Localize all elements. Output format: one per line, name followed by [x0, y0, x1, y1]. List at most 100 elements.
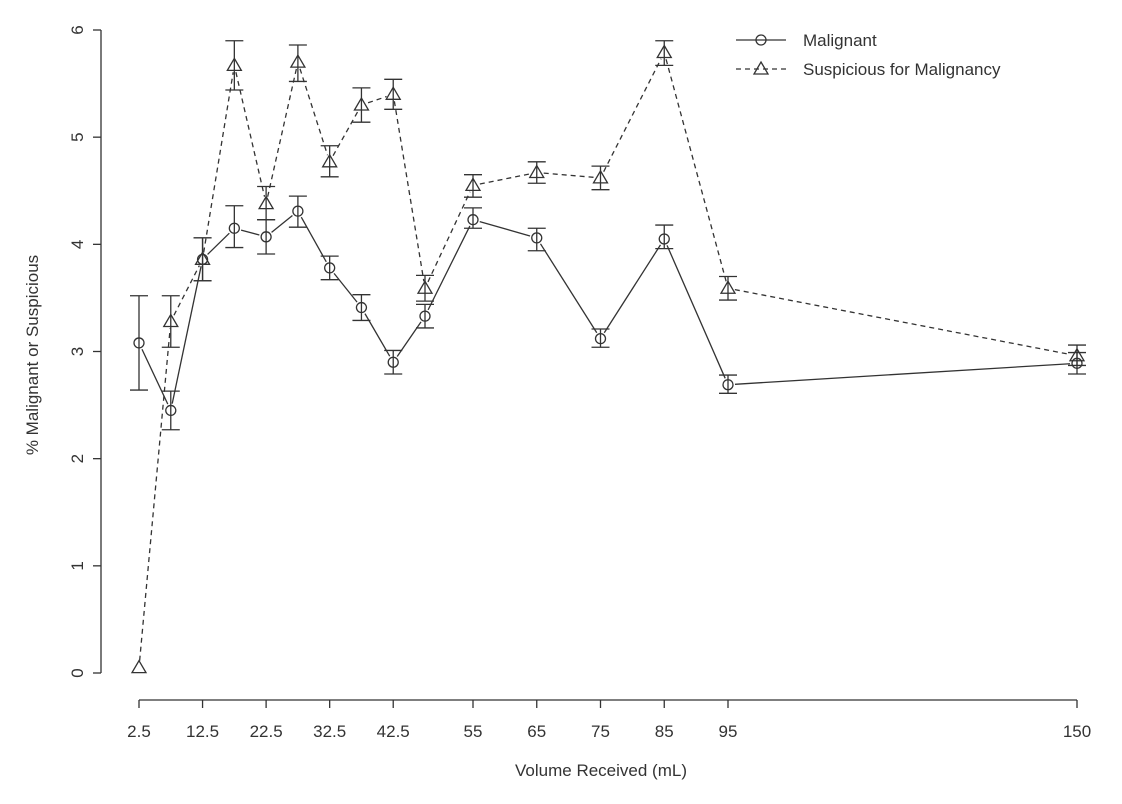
error-bar: [193, 237, 212, 282]
y-ticks: 0 1 2 3 4 5 6: [68, 25, 101, 678]
series-line-segment: [138, 328, 171, 661]
x-tick-label: 150: [1063, 722, 1091, 741]
data-point-triangle: [656, 44, 673, 59]
series-line-segment: [427, 191, 471, 283]
axes: 0 1 2 3 4 5 6 2.5 12.5 22.5 32.5 42.5 55 65 75 85 95 150: [68, 25, 1091, 741]
series-line-segment: [235, 72, 266, 197]
error-bar: [527, 227, 546, 252]
error-bar: [352, 87, 371, 123]
x-tick-label: 32.5: [313, 722, 346, 741]
series-line-segment: [396, 321, 422, 357]
series-line-segment: [393, 101, 425, 282]
x-tick-label: 75: [591, 722, 610, 741]
data-point-triangle: [194, 251, 211, 265]
error-bar: [225, 40, 244, 91]
series-line-segment: [141, 348, 169, 405]
legend: Malignant Suspicious for Malignancy: [736, 31, 1001, 79]
error-bar: [257, 219, 276, 255]
series-line-segment: [603, 58, 662, 172]
series-line-segment: [665, 59, 727, 282]
legend-label-malignant: Malignant: [803, 31, 877, 50]
error-bar: [655, 224, 674, 250]
data-point-circle: [467, 214, 479, 226]
series-line-segment: [734, 288, 1071, 356]
series-line-segment: [271, 215, 293, 233]
legend-entry-suspicious: Suspicious for Malignancy: [736, 60, 1001, 79]
legend-circle-marker: [755, 34, 767, 46]
data-point-circle: [722, 379, 734, 391]
data-point-triangle: [130, 659, 148, 674]
legend-triangle-marker: [752, 60, 770, 75]
data-point-circle: [260, 231, 272, 243]
series-line-segment: [543, 172, 594, 178]
series-line-segment: [203, 72, 234, 253]
data-point-circle: [658, 233, 670, 245]
data-point-triangle: [1068, 347, 1086, 362]
y-tick-label: 2: [68, 454, 87, 463]
error-bar: [719, 374, 737, 394]
data-point-circle: [228, 222, 240, 234]
data-point-triangle: [719, 279, 737, 294]
x-axis-title: Volume Received (mL): [515, 761, 687, 780]
data-point-circle: [292, 205, 304, 217]
y-tick-label: 0: [68, 668, 87, 677]
y-axis-title: % Malignant or Suspicious: [23, 255, 42, 455]
series-line-segment: [479, 220, 531, 237]
data-point-circle: [594, 332, 607, 345]
series-suspicious: [130, 40, 1086, 674]
data-point-triangle: [289, 53, 307, 68]
series-line-segment: [207, 232, 230, 255]
error-bar: [416, 274, 434, 302]
series-line-segment: [603, 244, 662, 334]
error-bar: [352, 294, 371, 322]
data-point-triangle: [416, 279, 434, 294]
legend-entry-malignant: Malignant: [736, 31, 877, 50]
series-line-segment: [171, 266, 202, 404]
error-bar: [320, 145, 339, 178]
data-point-circle: [387, 356, 399, 368]
x-ticks: 2.5 12.5 22.5 32.5 42.5 55 65 75 85 95 150: [127, 700, 1091, 741]
data-point-triangle: [592, 169, 609, 184]
y-tick-label: 3: [68, 347, 87, 356]
series-line-segment: [539, 243, 598, 334]
series-line-segment: [367, 95, 387, 104]
data-point-triangle: [226, 57, 243, 72]
x-tick-label: 12.5: [186, 722, 219, 741]
data-point-triangle: [528, 164, 545, 179]
series-line-segment: [427, 225, 471, 311]
series-malignant: [130, 195, 1086, 431]
data-point-circle: [355, 301, 368, 314]
error-bar: [161, 295, 180, 348]
x-tick-label: 85: [655, 722, 674, 741]
error-bar: [288, 195, 307, 228]
legend-label-suspicious: Suspicious for Malignancy: [803, 60, 1001, 79]
data-point-circle: [165, 404, 177, 417]
data-point-circle: [531, 232, 543, 244]
data-point-triangle: [385, 86, 402, 100]
error-bar: [257, 185, 276, 221]
error-bar: [225, 205, 244, 249]
x-tick-label: 55: [464, 722, 483, 741]
series-line-segment: [333, 272, 358, 303]
data-point-triangle: [353, 96, 370, 111]
y-tick-label: 1: [68, 561, 87, 570]
series-line-segment: [734, 363, 1071, 385]
data-point-triangle: [321, 153, 338, 168]
series-line-segment: [300, 216, 327, 263]
series-line-segment: [666, 245, 726, 379]
error-bar: [130, 295, 148, 391]
series-line-segment: [240, 229, 260, 236]
data-point-triangle: [257, 195, 275, 210]
data-point-triangle: [162, 313, 179, 328]
data-point-circle: [324, 262, 336, 274]
series-line-segment: [364, 313, 391, 357]
x-tick-label: 22.5: [250, 722, 283, 741]
error-bar: [384, 349, 403, 375]
x-tick-label: 42.5: [377, 722, 410, 741]
series-line-segment: [332, 110, 359, 157]
series-line-segment: [299, 68, 329, 156]
y-tick-label: 5: [68, 132, 87, 141]
series-line-segment: [267, 68, 297, 197]
data-point-triangle: [464, 177, 482, 192]
